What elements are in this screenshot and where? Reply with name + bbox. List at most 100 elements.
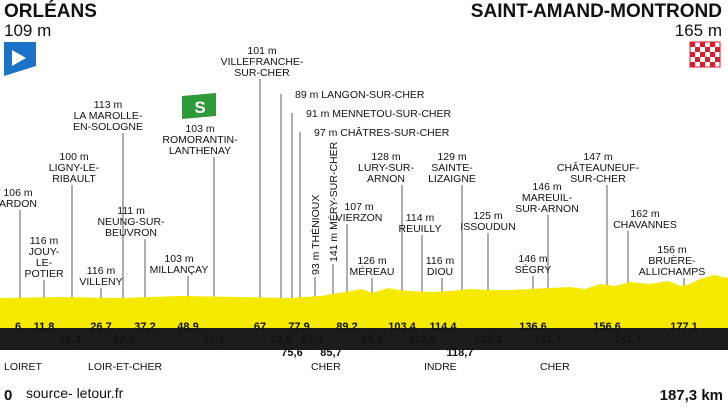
- label-langon: 89 m LANGON-SUR-CHER: [295, 89, 425, 101]
- km-neung: 37,2: [134, 321, 155, 333]
- km-mennetou: 75,6: [281, 347, 302, 359]
- label-villefranche-line: SUR-CHER: [234, 67, 290, 79]
- elevation-band: [0, 275, 728, 302]
- label-chateauneuf-line: 147 m: [583, 151, 612, 163]
- label-villefranche-line: VILLEFRANCHE-: [221, 56, 304, 68]
- label-reuilly-line: REUILLY: [399, 223, 442, 235]
- finish-flag-icon: [689, 41, 721, 68]
- label-mereau-line: 126 m: [357, 255, 386, 267]
- label-diou-line: DIOU: [427, 266, 453, 278]
- label-lizaigne-line: LIZAIGNE: [428, 173, 476, 185]
- label-reuilly: 114 m REUILLY: [399, 212, 442, 235]
- label-jouy-line: 116 m: [30, 235, 59, 247]
- dept-cher-2: CHER: [540, 361, 570, 373]
- label-jouy-line: LE-: [36, 257, 53, 269]
- km-romorantin: 57,1: [203, 334, 224, 346]
- km-band: [0, 302, 728, 328]
- sprint-icon: S: [182, 93, 216, 119]
- finish-altitude: 165 m: [675, 21, 722, 40]
- km-mareuil: 141,7: [534, 334, 562, 346]
- label-lury-line: LURY-SUR-: [358, 162, 415, 174]
- label-millancay-line: MILLANÇAY: [150, 264, 209, 276]
- km-diou: 114,4: [430, 321, 458, 333]
- km-vierzon: 89,2: [336, 321, 357, 333]
- label-villeny-line: 116 m: [87, 265, 116, 277]
- label-ligny-line: 100 m: [59, 151, 88, 163]
- label-ligny: 100 m LIGNY-LE-RIBAULT: [49, 151, 100, 185]
- label-ardon-line: ARDON: [0, 198, 37, 210]
- leader-lines: [19, 79, 685, 300]
- km-mereau: 95,6: [361, 334, 382, 346]
- label-lizaigne-line: 129 m: [437, 151, 466, 163]
- km-reuilly: 110,3: [409, 334, 436, 346]
- label-villeny-line: VILLENY: [79, 276, 122, 288]
- label-chavannes-line: CHAVANNES: [613, 219, 677, 231]
- label-lizaigne: 129 m SAINTE-LIZAIGNE: [428, 151, 476, 185]
- label-jouy-line: POTIER: [24, 268, 64, 280]
- label-lury: 128 m LURY-SUR-ARNON: [358, 151, 415, 185]
- km-ligny: 19,3: [59, 334, 80, 346]
- km-ardon: 6: [15, 321, 21, 333]
- label-mareuil-line: 146 m: [532, 181, 561, 193]
- label-marolle-line: LA MAROLLE-: [74, 110, 143, 122]
- km-thenioux: 81,3: [301, 334, 322, 346]
- km-lury: 103,4: [388, 321, 416, 333]
- label-millancay-line: 103 m: [164, 253, 193, 265]
- label-mareuil: 146 m MAREUIL-SUR-ARNON: [515, 181, 579, 215]
- label-jouy-line: JOUY-: [29, 246, 60, 258]
- label-jouy: 116 m JOUY-LE-POTIER: [24, 235, 64, 280]
- km-lizaigne: 118,7: [447, 347, 474, 359]
- label-ligny-line: LIGNY-LE-: [49, 162, 100, 174]
- km-marolle: 32,2: [113, 334, 134, 346]
- label-mery: 141 m MÉRY-SUR-CHER: [327, 141, 340, 262]
- footer-zero: 0: [4, 387, 12, 404]
- label-villeny: 116 m VILLENY: [79, 265, 122, 288]
- label-diou: 116 m DIOU: [426, 255, 455, 278]
- km-villeny: 26,7: [90, 321, 111, 333]
- label-ardon-line: 106 m: [3, 187, 32, 199]
- label-lury-line: ARNON: [367, 173, 405, 185]
- label-millancay: 103 m MILLANÇAY: [150, 253, 209, 276]
- km-markers: 6 11,8 19,3 26,732,237,2 48,9 57,1 67 72,675,6 7…: [15, 321, 698, 359]
- km-chatres: 77,9: [288, 321, 309, 333]
- label-villefranche-line: 101 m: [247, 45, 276, 57]
- km-villefranche: 67: [254, 321, 266, 333]
- label-reuilly-line: 114 m: [406, 212, 435, 224]
- label-chavannes-line: 162 m: [630, 208, 659, 220]
- label-bruere-line: 156 m: [657, 244, 686, 256]
- label-chateauneuf-line: SUR-CHER: [570, 173, 626, 185]
- dept-loir-et-cher: LOIR-ET-CHER: [88, 361, 163, 373]
- lower-strip: [0, 328, 728, 350]
- km-jouy: 11,8: [34, 321, 55, 333]
- label-romorantin: 103 m ROMORANTIN-LANTHENAY: [162, 123, 238, 157]
- label-lizaigne-line: SAINTE-: [431, 162, 473, 174]
- label-mareuil-line: MAREUIL-: [522, 192, 573, 204]
- start-city: ORLÉANS: [4, 0, 97, 22]
- label-bruere: 156 m BRUÈRE-ALLICHAMPS: [639, 244, 706, 278]
- label-romorantin-line: ROMORANTIN-: [162, 134, 238, 146]
- sprint-label: S: [194, 98, 205, 117]
- label-segry-line: SÉGRY: [515, 263, 552, 276]
- label-vierzon: 107 m VIERZON: [336, 201, 383, 224]
- footer-total: 187,3 km: [660, 387, 723, 404]
- label-marolle-line: 113 m: [94, 99, 123, 111]
- label-thenioux: 93 m THÉNIOUX: [309, 195, 322, 275]
- label-lury-line: 128 m: [371, 151, 400, 163]
- label-neung-line: 111 m: [117, 205, 145, 217]
- label-marolle: 113 m LA MAROLLE-EN-SOLOGNE: [73, 99, 143, 133]
- km-issoudun: 125,3: [474, 334, 502, 346]
- label-segry: 146 m SÉGRY: [515, 253, 552, 276]
- dept-cher-1: CHER: [311, 361, 341, 373]
- km-chateauneuf: 156,6: [593, 321, 621, 333]
- label-mereau-line: MÉREAU: [350, 265, 395, 278]
- label-neung-line: BEUVRON: [105, 227, 157, 239]
- label-romorantin-line: LANTHENAY: [169, 145, 231, 157]
- label-ardon: 106 m ARDON: [0, 187, 37, 210]
- label-neung-line: NEUNG-SUR-: [97, 216, 165, 228]
- km-segry: 136,6: [519, 321, 547, 333]
- label-vierzon-line: 107 m: [344, 201, 373, 213]
- start-flag-icon: [4, 42, 36, 76]
- km-bruere: 177,1: [670, 321, 698, 333]
